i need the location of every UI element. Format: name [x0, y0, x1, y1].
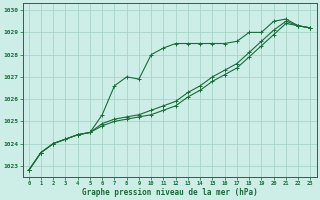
X-axis label: Graphe pression niveau de la mer (hPa): Graphe pression niveau de la mer (hPa): [82, 188, 258, 197]
